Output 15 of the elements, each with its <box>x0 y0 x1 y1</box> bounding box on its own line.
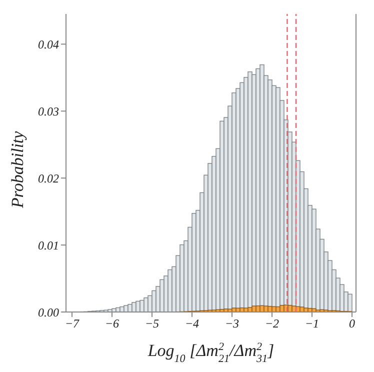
x-tick-label: −7 <box>64 316 80 331</box>
y-tick-label: 0.00 <box>38 305 59 320</box>
x-tick-label: −4 <box>184 316 200 331</box>
x-tick-label: −3 <box>224 316 240 331</box>
x-tick-label: −5 <box>144 316 160 331</box>
y-tick-label: 0.04 <box>38 37 59 52</box>
x-tick-label: −1 <box>304 316 320 331</box>
y-axis-title: Probability <box>8 130 28 209</box>
x-tick-label: 0 <box>349 316 355 331</box>
x-tick-label: −6 <box>104 316 120 331</box>
y-tick-label: 0.01 <box>38 238 59 252</box>
y-tick-label: 0.03 <box>38 104 59 118</box>
y-tick-label: 0.02 <box>38 171 59 186</box>
text: Log$_{10}$ [Δm$^{2}$$_{21}$/Δm$^{2}$$_{31}$] <box>148 341 274 365</box>
x-tick-label: −2 <box>264 316 280 331</box>
